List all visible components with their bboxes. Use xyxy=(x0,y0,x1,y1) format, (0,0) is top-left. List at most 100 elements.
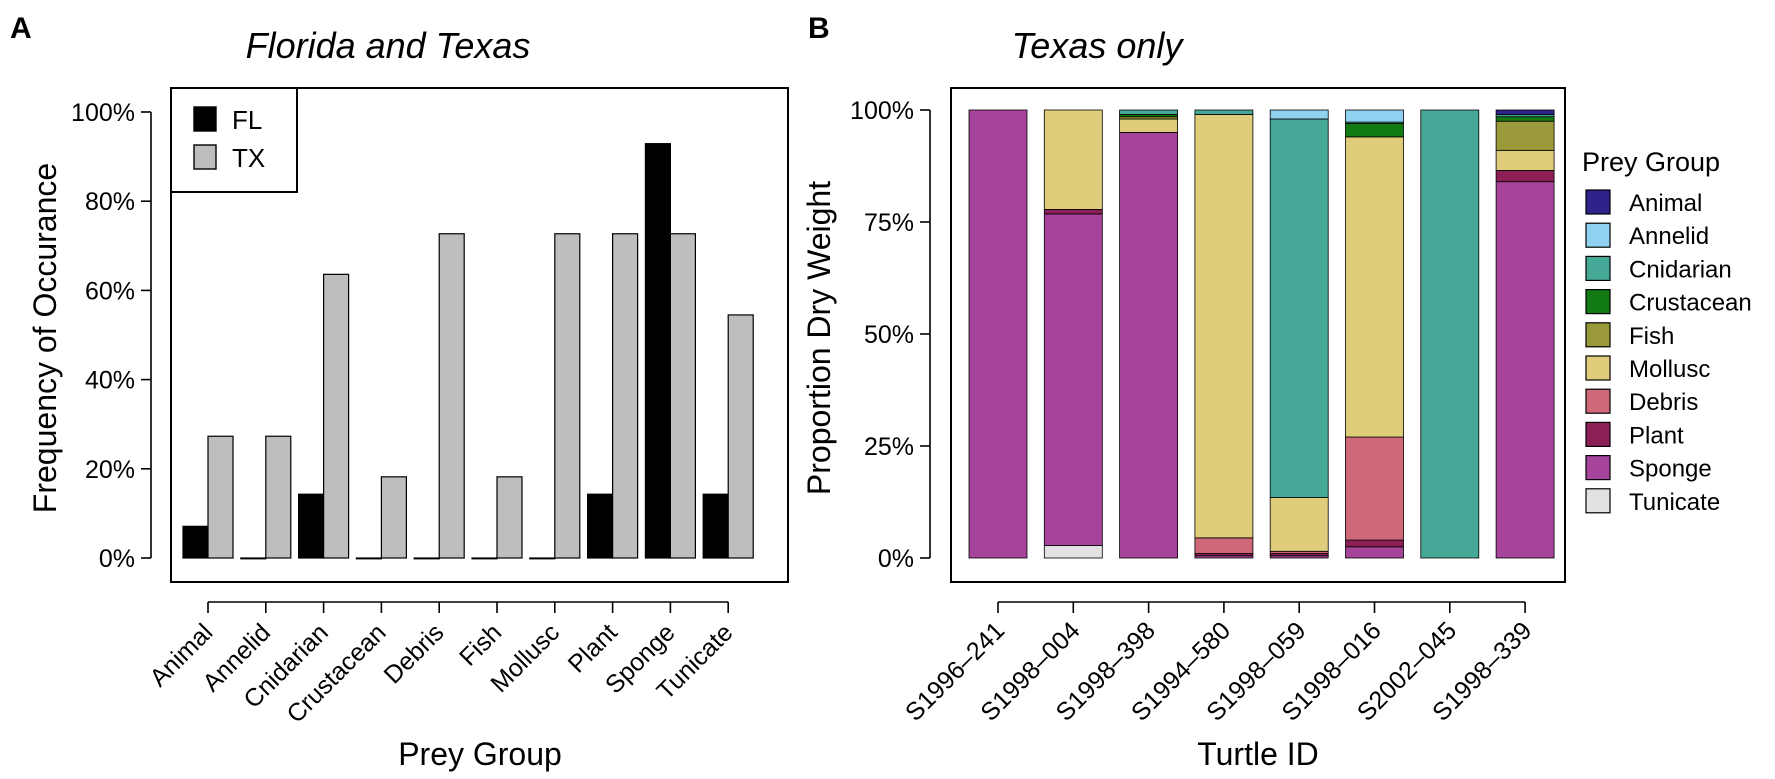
segment-plant-s1998-016 xyxy=(1345,539,1404,548)
bar-fl-animal xyxy=(182,525,209,559)
segment-debris-s1994-580 xyxy=(1194,537,1254,554)
segment-mollusc-s1994-580 xyxy=(1194,114,1254,539)
bar-fl-cnidarian xyxy=(298,493,325,559)
bar-fl-crustacean xyxy=(355,557,382,560)
segment-annelid-s1998-016 xyxy=(1345,109,1404,123)
legend-swatch-mollusc xyxy=(1585,355,1611,381)
segment-fish-s1998-339 xyxy=(1495,120,1555,151)
panel-b-y-tick-label: 75% xyxy=(864,209,914,237)
panel-b-y-tick-label: 25% xyxy=(864,433,914,461)
legend-swatch-annelid xyxy=(1585,222,1611,248)
panel-b-y-axis: 0% 25% 50% 75% 100% xyxy=(850,97,931,573)
panel-a-title: Florida and Texas xyxy=(246,25,531,66)
bar-tx-plant xyxy=(611,233,639,559)
segment-tunicate-s1998-004 xyxy=(1043,545,1103,559)
legend-swatch-debris xyxy=(1585,388,1611,414)
panel-b-y-axis-title: Proportion Dry Weight xyxy=(801,181,837,495)
bar-tx-fish xyxy=(496,476,523,559)
panel-a-y-axis-title: Frequency of Occurance xyxy=(27,163,63,513)
panel-b-letter: B xyxy=(808,12,830,45)
segment-cnidarian-s1998-059 xyxy=(1269,118,1329,498)
panel-b-bars xyxy=(968,109,1555,559)
segment-cnidarian-s1994-580 xyxy=(1194,109,1254,115)
legend-label-tx: TX xyxy=(232,143,265,173)
panel-b-y-tick-label: 50% xyxy=(864,321,914,349)
panel-b-legend: Prey Group Animal Annelid Cnidarian Crustac… xyxy=(1582,147,1752,516)
segment-mollusc-s1998-339 xyxy=(1495,149,1555,171)
panel-b-title: Texas only xyxy=(1012,25,1185,66)
panel-a-y-tick-label: 100% xyxy=(71,99,135,127)
segment-sponge-s1998-339 xyxy=(1495,181,1555,559)
segment-cnidarian-s2002-045 xyxy=(1420,109,1480,559)
panel-a-y-tick-label: 80% xyxy=(85,188,135,216)
legend-label-annelid: Annelid xyxy=(1629,223,1709,250)
legend-swatch-sponge xyxy=(1585,455,1611,481)
segment-animal-s1998-339 xyxy=(1495,109,1555,115)
legend-label-fish: Fish xyxy=(1629,323,1674,350)
segment-crustacean-s1998-339 xyxy=(1495,116,1555,122)
bar-tx-mollusc xyxy=(554,233,581,559)
legend-label-mollusc: Mollusc xyxy=(1629,356,1710,383)
legend-swatch-tunicate xyxy=(1585,488,1611,514)
segment-sponge-s1998-016 xyxy=(1345,546,1404,559)
legend-swatch-plant xyxy=(1585,421,1611,447)
panel-b-legend-items: Animal Annelid Cnidarian Crustacean Fish Moll… xyxy=(1585,189,1752,516)
bar-tx-debris xyxy=(438,233,465,559)
legend-label-debris: Debris xyxy=(1629,389,1698,416)
segment-debris-s1998-016 xyxy=(1345,436,1404,541)
panel-b-plot-frame xyxy=(950,87,1566,583)
legend-label-plant: Plant xyxy=(1629,422,1684,449)
segment-mollusc-s1998-059 xyxy=(1269,497,1329,552)
legend-label-tunicate: Tunicate xyxy=(1629,489,1720,516)
legend-swatch-tx xyxy=(193,144,217,170)
bar-tx-crustacean xyxy=(380,476,407,559)
bar-tx-sponge xyxy=(669,233,697,559)
bar-fl-tunicate xyxy=(702,493,729,559)
legend-swatch-cnidarian xyxy=(1585,255,1611,281)
panel-a-y-axis: 0% 20% 40% 60% 80% 100% xyxy=(71,99,152,573)
panel-b-legend-title: Prey Group xyxy=(1582,147,1720,177)
bar-fl-fish xyxy=(471,557,498,560)
legend-label-cnidarian: Cnidarian xyxy=(1629,256,1732,283)
segment-mollusc-s1998-004 xyxy=(1043,109,1103,210)
legend-swatch-animal xyxy=(1585,189,1611,215)
bar-tx-annelid xyxy=(265,435,292,559)
legend-swatch-fl xyxy=(193,106,217,132)
segment-mollusc-s1998-016 xyxy=(1345,136,1404,438)
bar-fl-plant xyxy=(586,493,614,559)
bar-fl-debris xyxy=(413,557,440,560)
bar-tx-tunicate xyxy=(727,314,754,559)
bar-fl-sponge xyxy=(644,143,672,559)
panel-a-y-tick-label: 40% xyxy=(85,367,135,395)
panel-b-x-axis-title: Turtle ID xyxy=(1197,736,1319,772)
segment-sponge-s1996-241 xyxy=(968,109,1028,559)
segment-mollusc-s1998-398 xyxy=(1119,118,1178,133)
panel-b-y-tick-label: 100% xyxy=(850,97,914,125)
segment-sponge-s1998-398 xyxy=(1119,131,1178,559)
panel-b-y-tick-label: 0% xyxy=(878,545,914,573)
panel-a-legend: FL TX xyxy=(170,87,298,193)
segment-crustacean-s1998-016 xyxy=(1345,123,1404,138)
bar-tx-cnidarian xyxy=(323,273,350,559)
segment-cnidarian-s1998-398 xyxy=(1119,109,1178,115)
legend-label-fl: FL xyxy=(232,105,262,135)
panel-a-legend-box xyxy=(170,87,298,193)
legend-swatch-crustacean xyxy=(1585,289,1611,315)
segment-annelid-s1998-059 xyxy=(1269,109,1329,120)
bar-fl-annelid xyxy=(240,557,267,560)
bar-tx-animal xyxy=(207,435,234,559)
legend-label-sponge: Sponge xyxy=(1629,456,1712,483)
panel-a-bars xyxy=(182,143,754,560)
panel-a-y-tick-label: 60% xyxy=(85,277,135,305)
legend-label-animal: Animal xyxy=(1629,190,1702,217)
segment-plant-s1998-004 xyxy=(1043,209,1103,215)
segment-sponge-s1998-004 xyxy=(1043,213,1103,546)
panel-a-plot-frame xyxy=(170,87,789,583)
bar-fl-mollusc xyxy=(529,557,556,560)
panel-a-letter: A xyxy=(10,12,32,45)
segment-plant-s1998-339 xyxy=(1495,170,1555,183)
legend-label-crustacean: Crustacean xyxy=(1629,290,1752,317)
panel-a-y-tick-label: 20% xyxy=(85,456,135,484)
panel-a-x-axis-title: Prey Group xyxy=(398,736,562,772)
